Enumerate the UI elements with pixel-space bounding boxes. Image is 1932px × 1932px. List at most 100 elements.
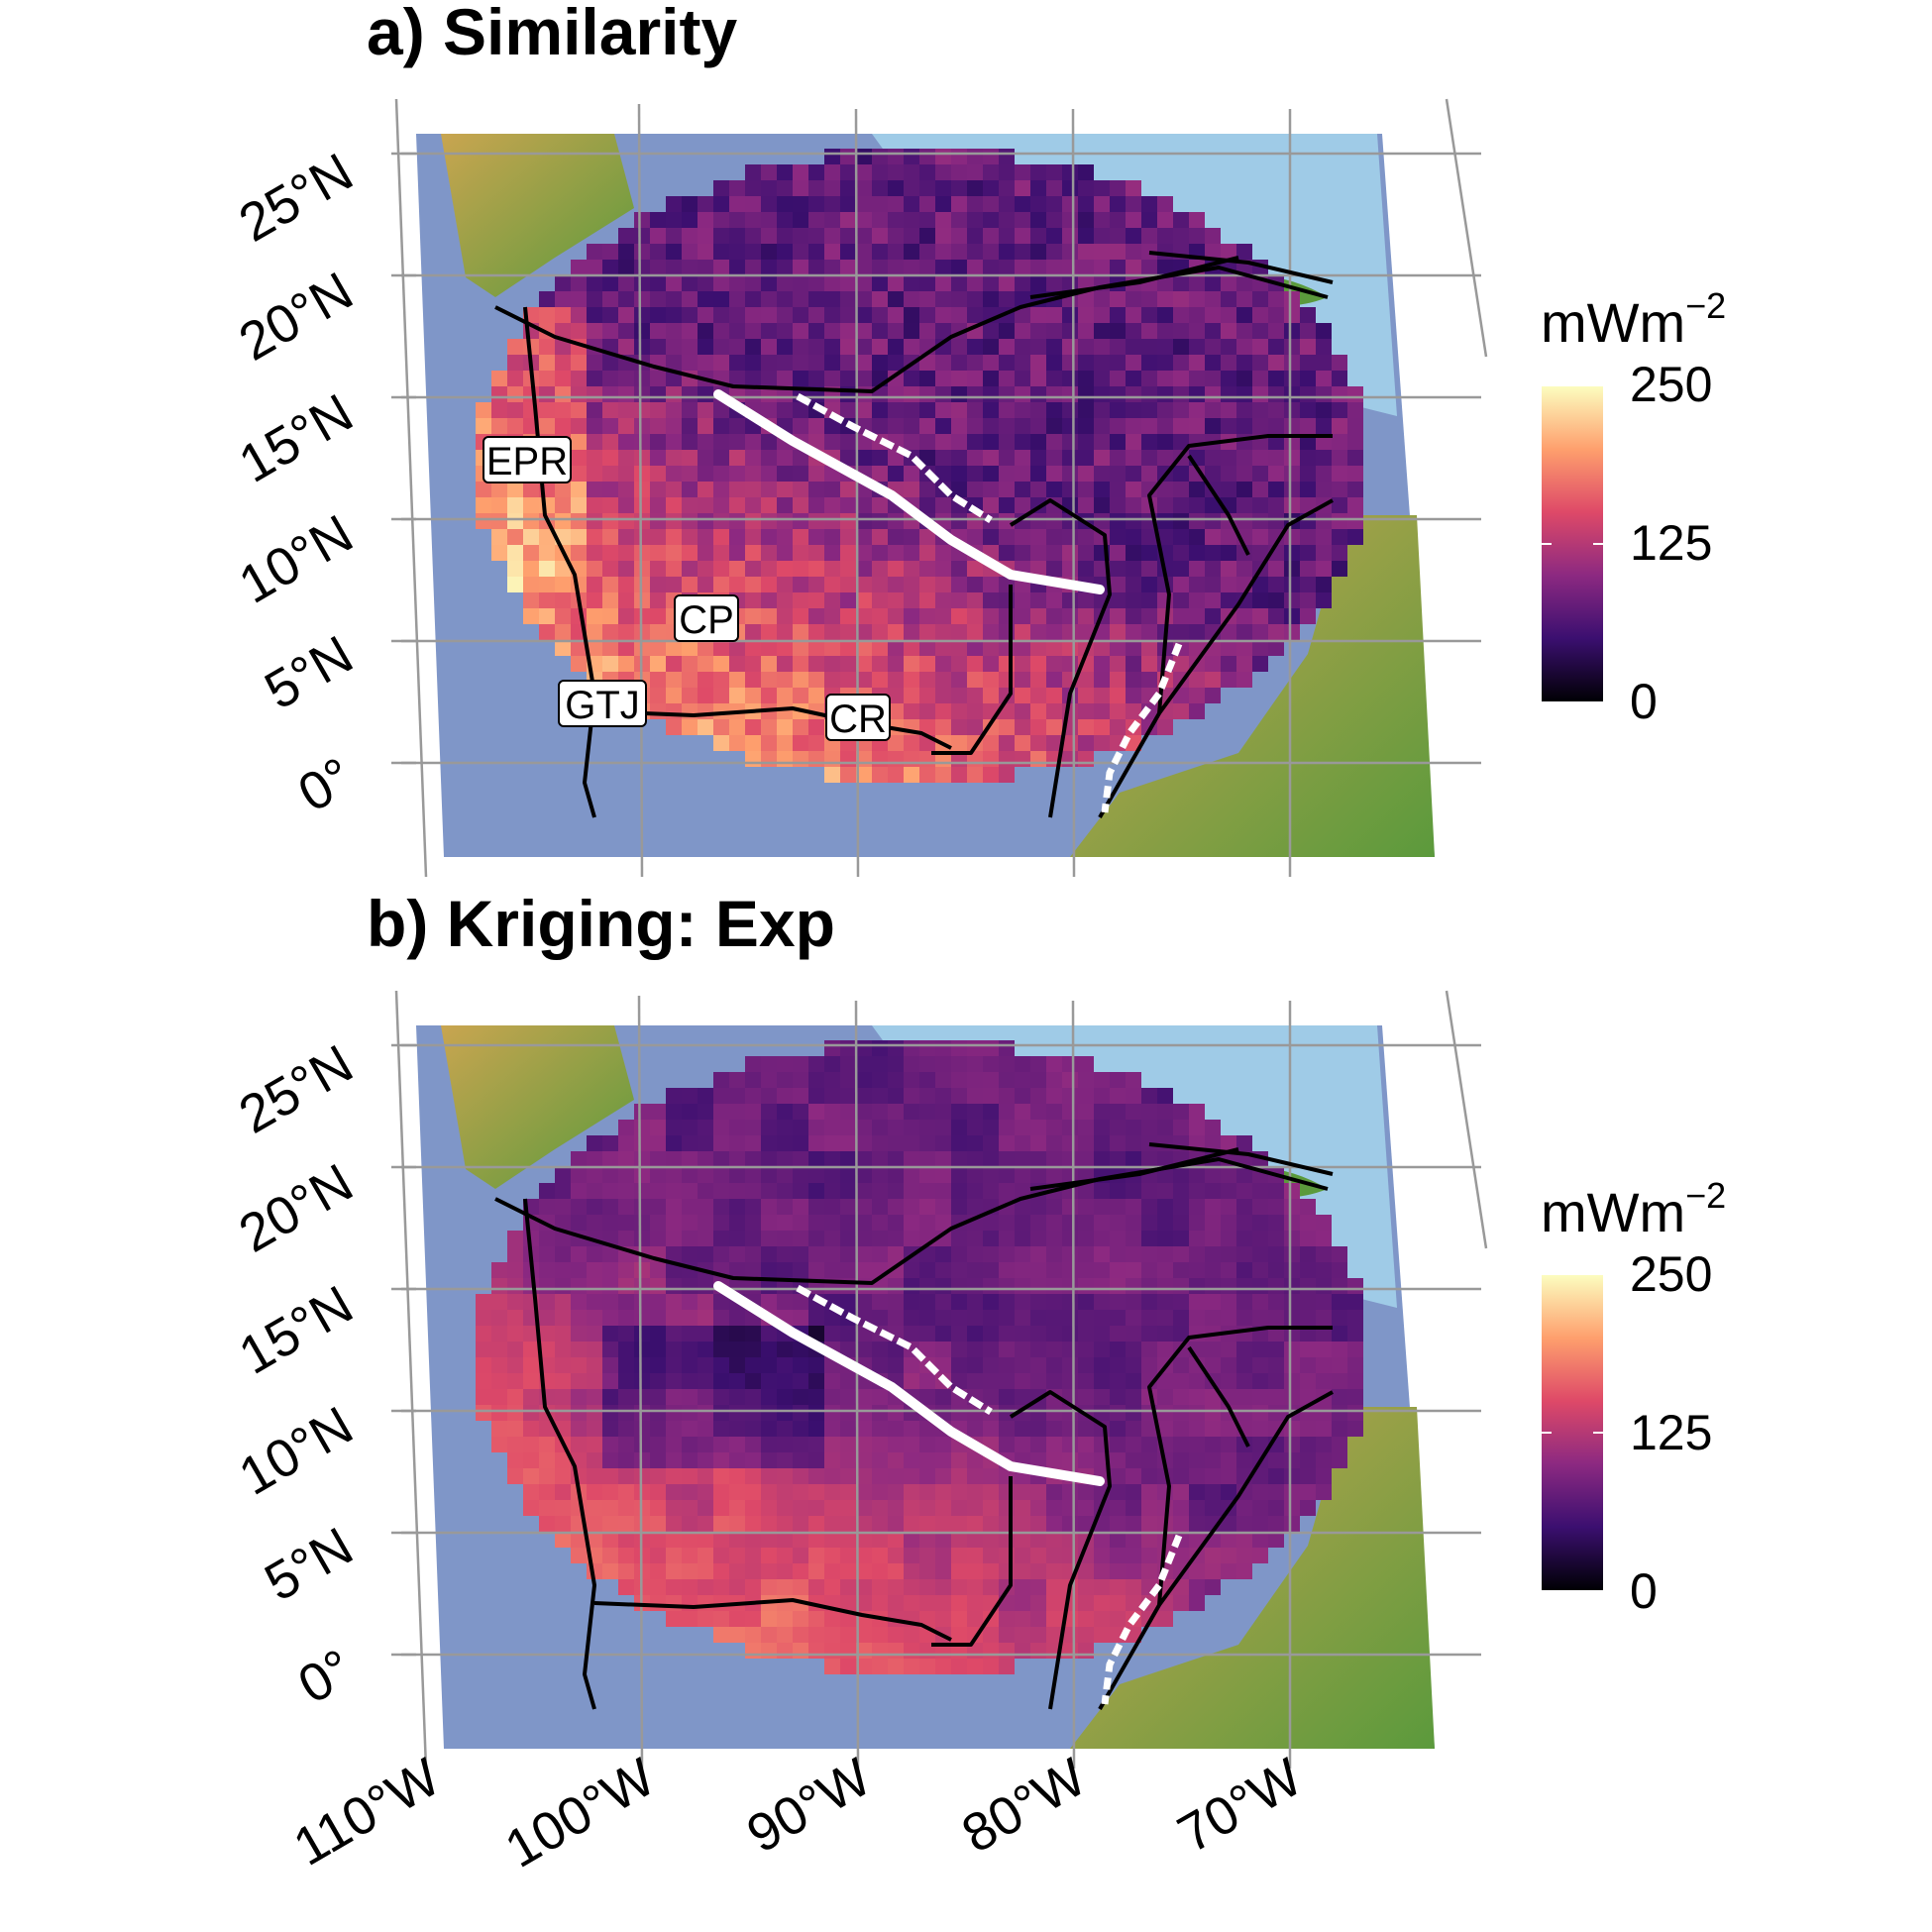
heatflow-cell: [1173, 1437, 1189, 1452]
heatflow-cell: [872, 561, 888, 577]
heatflow-cell: [777, 1167, 793, 1183]
heatflow-cell: [666, 513, 682, 529]
heatflow-cell: [650, 1516, 666, 1532]
heatflow-cell: [523, 1452, 539, 1468]
heatflow-cell: [1078, 196, 1094, 212]
heatflow-cell: [634, 513, 650, 529]
heatflow-cell: [1110, 1151, 1126, 1167]
heatflow-cell: [761, 513, 777, 529]
heatflow-cell: [587, 1199, 602, 1215]
heatflow-cell: [1126, 1500, 1141, 1516]
heatflow-cell: [935, 1310, 951, 1326]
heatflow-cell: [1189, 1183, 1205, 1199]
heatflow-cell: [888, 1643, 904, 1659]
heatflow-cell: [1046, 1500, 1062, 1516]
heatflow-cell: [777, 355, 793, 371]
heatflow-cell: [872, 751, 888, 767]
heatflow-cell: [808, 1231, 824, 1246]
heatflow-cell: [1126, 1120, 1141, 1135]
heatflow-cell: [1094, 355, 1110, 371]
heatflow-cell: [491, 529, 507, 545]
heatflow-cell: [1141, 624, 1157, 640]
heatflow-cell: [840, 164, 856, 180]
heatflow-cell: [983, 672, 999, 688]
heatflow-cell: [507, 355, 523, 371]
heatflow-cell: [555, 1215, 571, 1231]
heatflow-cell: [634, 244, 650, 260]
heatflow-cell: [618, 291, 634, 307]
heatflow-cell: [713, 1611, 729, 1627]
heatflow-cell: [840, 1659, 856, 1674]
heatflow-cell: [1030, 624, 1046, 640]
heatflow-cell: [872, 592, 888, 608]
heatflow-cell: [523, 561, 539, 577]
heatflow-cell: [1189, 688, 1205, 703]
heatflow-cell: [1221, 355, 1236, 371]
heatflow-cell: [587, 323, 602, 339]
heatflow-cell: [1157, 228, 1173, 244]
heatflow-cell: [650, 1215, 666, 1231]
heatflow-cell: [1094, 1088, 1110, 1104]
heatflow-cell: [999, 149, 1015, 164]
heatflow-cell: [729, 196, 745, 212]
heatflow-cell: [1205, 529, 1221, 545]
heatflow-cell: [983, 1500, 999, 1516]
heatflow-cell: [1157, 1262, 1173, 1278]
heatflow-cell: [713, 656, 729, 672]
lat-label: 15°N: [230, 382, 363, 493]
heatflow-cell: [729, 260, 745, 275]
heatflow-cell: [1046, 1056, 1062, 1072]
heatflow-cell: [1141, 1262, 1157, 1278]
heatflow-cell: [1205, 386, 1221, 402]
heatflow-cell: [698, 1500, 713, 1516]
heatflow-cell: [824, 1262, 840, 1278]
heatflow-cell: [698, 1246, 713, 1262]
heatflow-cell: [1126, 355, 1141, 371]
heatflow-cell: [1094, 1357, 1110, 1373]
heatflow-cell: [507, 1437, 523, 1452]
heatflow-cell: [1030, 1611, 1046, 1627]
heatflow-cell: [1221, 307, 1236, 323]
heatflow-cell: [1094, 1262, 1110, 1278]
heatflow-cell: [840, 1246, 856, 1262]
heatflow-cell: [840, 291, 856, 307]
heatflow-cell: [1347, 1405, 1363, 1421]
heatflow-cell: [999, 196, 1015, 212]
heatflow-cell: [587, 1373, 602, 1389]
heatflow-cell: [539, 307, 555, 323]
heatflow-cell: [1236, 1405, 1252, 1421]
heatflow-cell: [507, 371, 523, 386]
heatflow-cell: [1157, 1135, 1173, 1151]
heatflow-cell: [935, 1072, 951, 1088]
heatflow-cell: [491, 1342, 507, 1357]
heatflow-cell: [634, 1278, 650, 1294]
heatflow-cell: [1252, 1500, 1268, 1516]
heatflow-cell: [1252, 323, 1268, 339]
heatflow-cell: [1046, 1167, 1062, 1183]
lon-label: 80°W: [952, 1747, 1096, 1864]
heatflow-cell: [935, 1468, 951, 1484]
heatflow-cell: [999, 529, 1015, 545]
heatflow-cell: [1252, 1199, 1268, 1215]
heatflow-cell: [777, 291, 793, 307]
heatflow-cell: [808, 1310, 824, 1326]
heatflow-cell: [745, 307, 761, 323]
heatflow-cell: [872, 545, 888, 561]
heatflow-cell: [951, 434, 967, 450]
heatflow-cell: [1046, 1088, 1062, 1104]
heatflow-cell: [1030, 402, 1046, 418]
heatflow-cell: [650, 561, 666, 577]
heatflow-cell: [1189, 307, 1205, 323]
heatflow-cell: [919, 1183, 935, 1199]
heatflow-cell: [761, 164, 777, 180]
heatflow-cell: [1157, 497, 1173, 513]
heatflow-cell: [729, 1389, 745, 1405]
heatflow-cell: [634, 260, 650, 275]
heatflow-cell: [1110, 1579, 1126, 1595]
heatflow-cell: [1126, 561, 1141, 577]
heatflow-cell: [618, 640, 634, 656]
heatflow-cell: [1046, 1342, 1062, 1357]
heatflow-cell: [1015, 450, 1030, 466]
heatflow-cell: [967, 371, 983, 386]
heatflow-cell: [919, 1389, 935, 1405]
